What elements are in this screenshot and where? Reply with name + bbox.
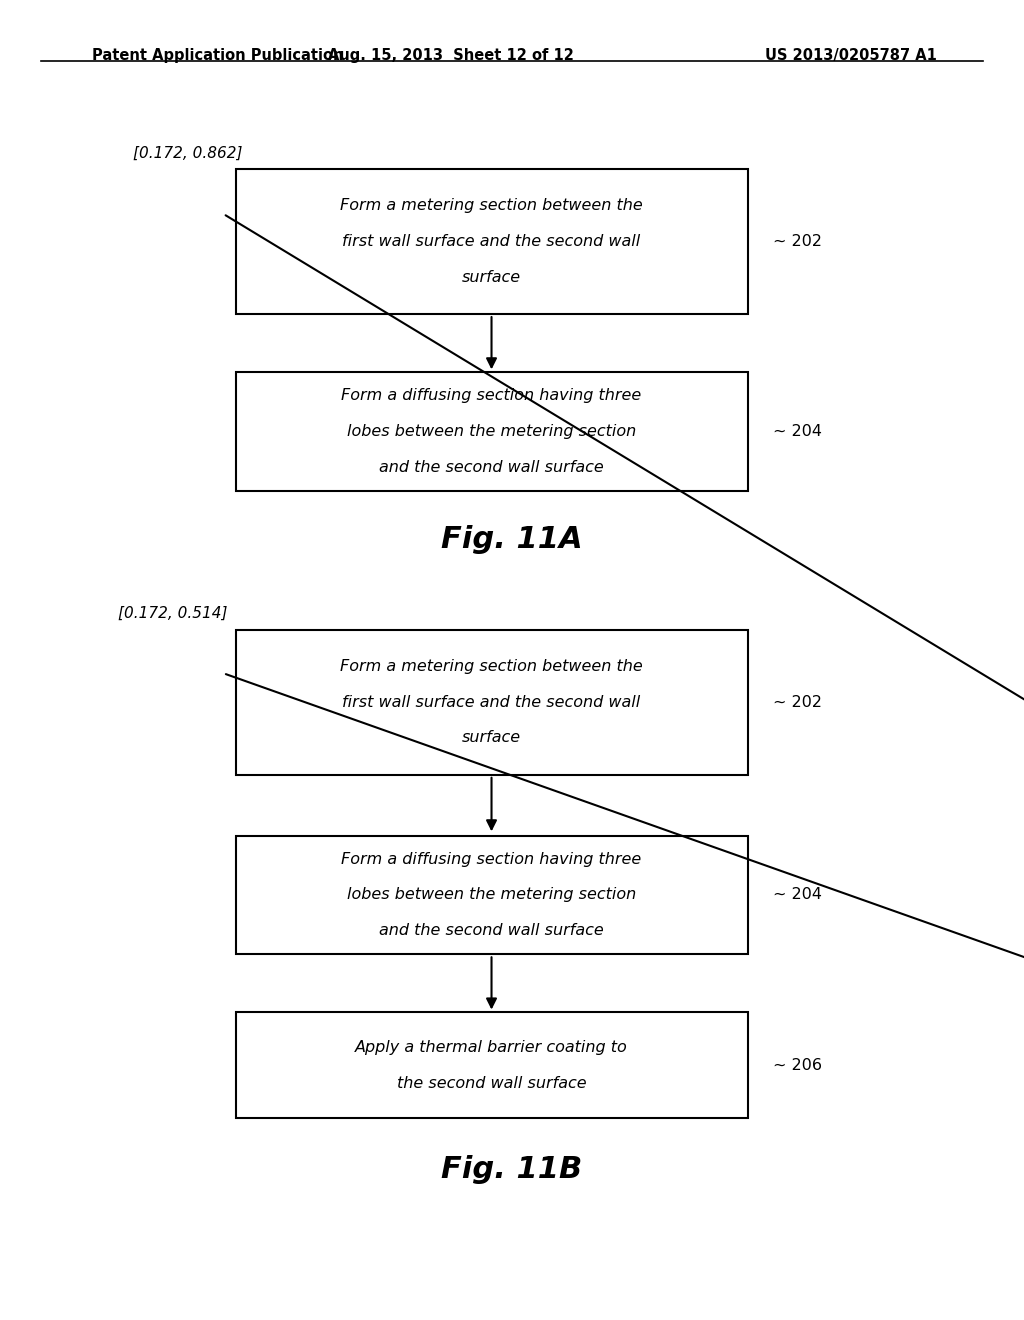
Text: Apply a thermal barrier coating to: Apply a thermal barrier coating to	[355, 1040, 628, 1055]
Text: Form a diffusing section having three: Form a diffusing section having three	[341, 388, 642, 404]
Text: ~ 204: ~ 204	[773, 424, 822, 440]
Bar	[236, 372, 748, 491]
Text: Patent Application Publication: Patent Application Publication	[92, 48, 344, 62]
Text: the second wall surface: the second wall surface	[396, 1076, 587, 1090]
Text: [0.172, 0.862]: [0.172, 0.862]	[133, 147, 243, 161]
Text: ~ 202: ~ 202	[773, 694, 822, 710]
Text: [0.172, 0.514]: [0.172, 0.514]	[118, 606, 227, 620]
Bar	[236, 630, 748, 775]
Text: and the second wall surface: and the second wall surface	[379, 923, 604, 939]
Text: surface: surface	[462, 730, 521, 746]
Text: and the second wall surface: and the second wall surface	[379, 459, 604, 475]
Bar	[236, 169, 748, 314]
Bar	[236, 1012, 748, 1118]
Text: Fig. 11B: Fig. 11B	[441, 1155, 583, 1184]
Text: Form a diffusing section having three: Form a diffusing section having three	[341, 851, 642, 867]
Text: Aug. 15, 2013  Sheet 12 of 12: Aug. 15, 2013 Sheet 12 of 12	[328, 48, 573, 62]
Text: ~ 202: ~ 202	[773, 234, 822, 249]
Text: first wall surface and the second wall: first wall surface and the second wall	[342, 694, 641, 710]
Text: Fig. 11A: Fig. 11A	[441, 525, 583, 554]
Text: US 2013/0205787 A1: US 2013/0205787 A1	[765, 48, 937, 62]
Text: lobes between the metering section: lobes between the metering section	[347, 887, 636, 903]
Text: surface: surface	[462, 269, 521, 285]
Text: Form a metering section between the: Form a metering section between the	[340, 659, 643, 675]
Text: Form a metering section between the: Form a metering section between the	[340, 198, 643, 214]
Text: ~ 204: ~ 204	[773, 887, 822, 903]
Text: ~ 206: ~ 206	[773, 1057, 822, 1073]
Bar	[236, 836, 748, 954]
Text: first wall surface and the second wall: first wall surface and the second wall	[342, 234, 641, 249]
Text: lobes between the metering section: lobes between the metering section	[347, 424, 636, 440]
